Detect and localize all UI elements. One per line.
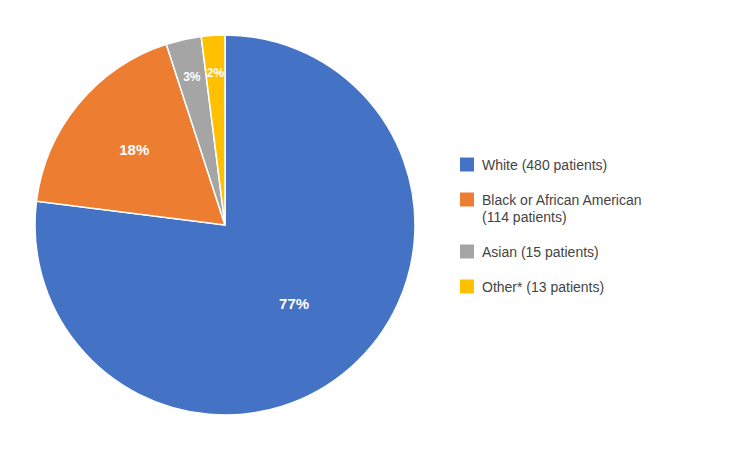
background <box>0 0 752 451</box>
pie <box>35 35 415 415</box>
legend-swatch <box>460 158 474 172</box>
legend-label: Other* (13 patients) <box>482 279 604 295</box>
pie-slice <box>35 35 415 415</box>
legend-label: Black or African American(114 patients) <box>482 192 642 225</box>
legend-label: Asian (15 patients) <box>482 244 599 260</box>
pie-slice <box>201 35 225 225</box>
data-label: 18% <box>119 141 149 158</box>
legend-swatch <box>460 280 474 294</box>
data-labels: 77% 18% 3% 2% <box>119 66 309 312</box>
legend-swatch <box>460 193 474 207</box>
chart: 77% 18% 3% 2% White (480 patients) Black or A… <box>0 0 752 451</box>
legend: White (480 patients) Black or African Ame… <box>460 157 642 295</box>
data-label: 77% <box>279 295 309 312</box>
legend-swatch <box>460 245 474 259</box>
data-label: 3% <box>183 70 201 84</box>
data-label: 2% <box>207 66 225 80</box>
legend-label: White (480 patients) <box>482 157 607 173</box>
